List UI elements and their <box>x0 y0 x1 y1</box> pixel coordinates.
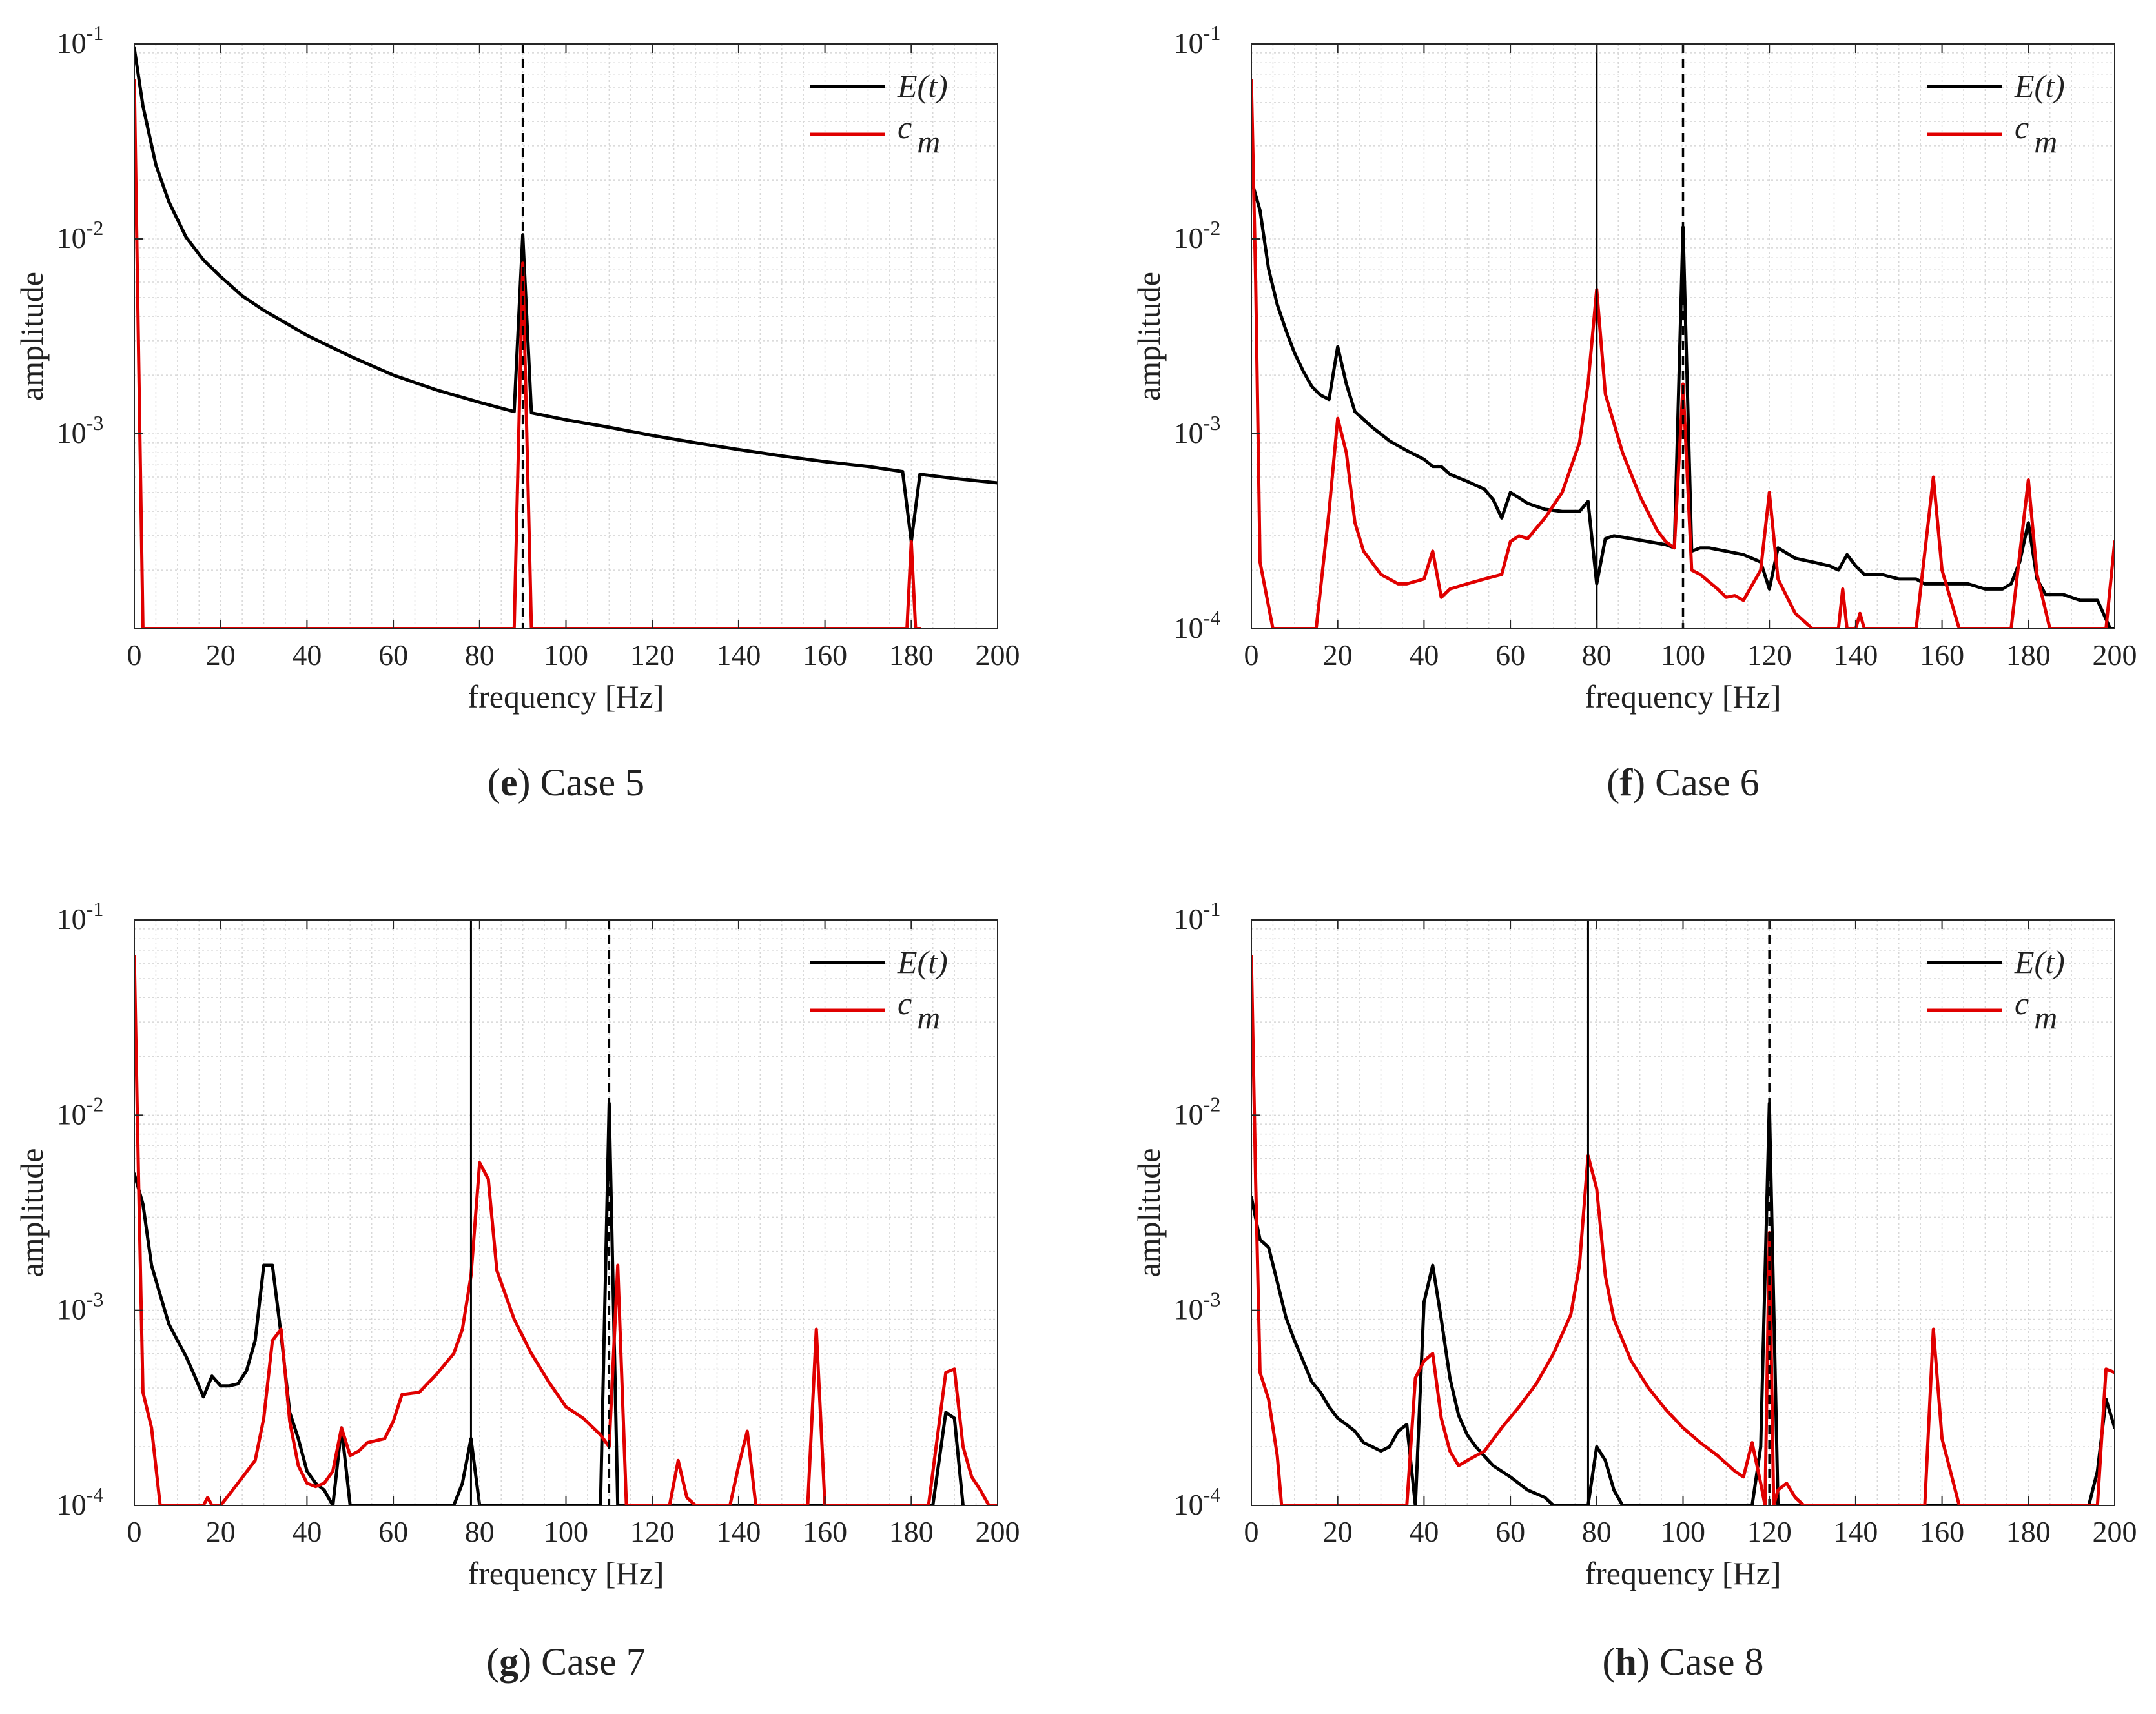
y-tick-label: 10-3 <box>1174 1288 1221 1326</box>
panel-caption: (g) Case 7 <box>486 1640 646 1683</box>
y-tick-label: 10-1 <box>57 21 104 59</box>
series-line-e-t <box>134 1101 965 1505</box>
panel-caption: (h) Case 8 <box>1603 1640 1764 1683</box>
x-tick-label: 200 <box>2093 638 2137 671</box>
legend-label-e-t: E(t) <box>897 944 948 980</box>
series-line-e-t <box>1251 1101 2115 1505</box>
series-group <box>134 955 998 1505</box>
x-tick-label: 40 <box>292 638 322 671</box>
y-tick-label: 10-2 <box>57 216 104 254</box>
x-tick-label: 140 <box>716 638 761 671</box>
x-tick-label: 140 <box>716 1515 761 1548</box>
x-tick-label: 60 <box>1495 1515 1525 1548</box>
y-axis-label: amplitude <box>14 272 50 401</box>
y-tick-label: 10-1 <box>1174 21 1221 59</box>
x-tick-label: 120 <box>630 1515 675 1548</box>
x-tick-label: 200 <box>2093 1515 2137 1548</box>
y-axis-label: amplitude <box>14 1148 50 1278</box>
series-group <box>134 46 998 629</box>
x-tick-label: 160 <box>1920 1515 1964 1548</box>
y-tick-label: 10-3 <box>57 1288 104 1326</box>
y-tick-label: 10-3 <box>1174 411 1221 449</box>
series-group <box>1251 79 2115 629</box>
x-axis-label: frequency [Hz] <box>1585 678 1781 715</box>
chart-panel-f: 0 20 40 60 80 100 120 140 160 180 200 10-4 10-3 10-2 1… <box>1131 21 2137 804</box>
series-line-e-t <box>1251 178 2115 629</box>
x-tick-label: 120 <box>1747 638 1792 671</box>
y-tick-label: 10-1 <box>1174 897 1221 935</box>
y-tick-label: 10-4 <box>1174 1483 1221 1521</box>
x-tick-label: 80 <box>465 1515 495 1548</box>
legend-label-e-t: E(t) <box>2014 944 2065 980</box>
x-tick-label: 60 <box>378 638 408 671</box>
legend-label-e-t: E(t) <box>2014 68 2065 104</box>
x-tick-label: 160 <box>803 1515 847 1548</box>
y-tick-label: 10-3 <box>57 411 104 449</box>
x-tick-label: 120 <box>1747 1515 1792 1548</box>
series-line-c-m <box>1251 79 2115 629</box>
x-tick-label: 60 <box>1495 638 1525 671</box>
x-tick-label: 120 <box>630 638 675 671</box>
panel-caption: (f) Case 6 <box>1607 761 1760 804</box>
x-tick-label: 100 <box>1661 638 1705 671</box>
x-tick-label: 60 <box>378 1515 408 1548</box>
y-tick-label: 10-4 <box>1174 606 1221 644</box>
x-axis-label: frequency [Hz] <box>468 678 664 715</box>
series-line-c-m <box>1251 955 2115 1505</box>
chart-panel-e: 0 20 40 60 80 100 120 140 160 180 200 10-3 10-2 10-1 f… <box>14 21 1020 804</box>
grid <box>134 44 998 629</box>
y-tick-label: 10-1 <box>57 897 104 935</box>
legend-label-e-t: E(t) <box>897 68 948 104</box>
y-tick-label: 10-2 <box>1174 216 1221 254</box>
series-line-e-t <box>134 46 998 544</box>
x-tick-label: 100 <box>544 1515 588 1548</box>
x-axis-label: frequency [Hz] <box>1585 1555 1781 1591</box>
x-tick-label: 40 <box>292 1515 322 1548</box>
series-group <box>1251 955 2115 1505</box>
x-axis-label: frequency [Hz] <box>468 1555 664 1591</box>
x-tick-label: 20 <box>1323 638 1353 671</box>
x-tick-label: 180 <box>889 1515 934 1548</box>
x-tick-label: 80 <box>1582 638 1612 671</box>
y-tick-label: 10-4 <box>57 1483 104 1521</box>
x-tick-label: 0 <box>1244 1515 1259 1548</box>
x-tick-label: 20 <box>1323 1515 1353 1548</box>
x-tick-label: 0 <box>1244 638 1259 671</box>
chart-panel-h: 0 20 40 60 80 100 120 140 160 180 200 10-4 10-3 10-2 1… <box>1131 897 2137 1683</box>
x-tick-label: 20 <box>206 638 236 671</box>
x-tick-label: 180 <box>2006 1515 2051 1548</box>
x-tick-label: 160 <box>803 638 847 671</box>
y-tick-label: 10-2 <box>1174 1092 1221 1130</box>
x-tick-label: 100 <box>1661 1515 1705 1548</box>
grid <box>1251 920 2115 1505</box>
x-tick-label: 0 <box>127 638 142 671</box>
x-tick-label: 140 <box>1833 1515 1878 1548</box>
y-tick-label: 10-2 <box>57 1092 104 1130</box>
y-axis-label: amplitude <box>1131 1148 1167 1278</box>
chart-panel-g: 0 20 40 60 80 100 120 140 160 180 200 10-4 10-3 10-2 1… <box>14 897 1020 1683</box>
x-tick-label: 180 <box>889 638 934 671</box>
x-tick-label: 40 <box>1409 638 1439 671</box>
x-tick-label: 180 <box>2006 638 2051 671</box>
x-tick-label: 80 <box>1582 1515 1612 1548</box>
x-tick-label: 160 <box>1920 638 1964 671</box>
panel-caption: (e) Case 5 <box>488 761 644 804</box>
x-tick-label: 140 <box>1833 638 1878 671</box>
x-tick-label: 200 <box>976 1515 1020 1548</box>
grid <box>1251 44 2115 629</box>
y-axis-label: amplitude <box>1131 272 1167 401</box>
series-line-c-m <box>134 955 998 1505</box>
x-tick-label: 20 <box>206 1515 236 1548</box>
x-tick-label: 200 <box>976 638 1020 671</box>
x-tick-label: 0 <box>127 1515 142 1548</box>
x-tick-label: 80 <box>465 638 495 671</box>
x-tick-label: 40 <box>1409 1515 1439 1548</box>
x-tick-label: 100 <box>544 638 588 671</box>
